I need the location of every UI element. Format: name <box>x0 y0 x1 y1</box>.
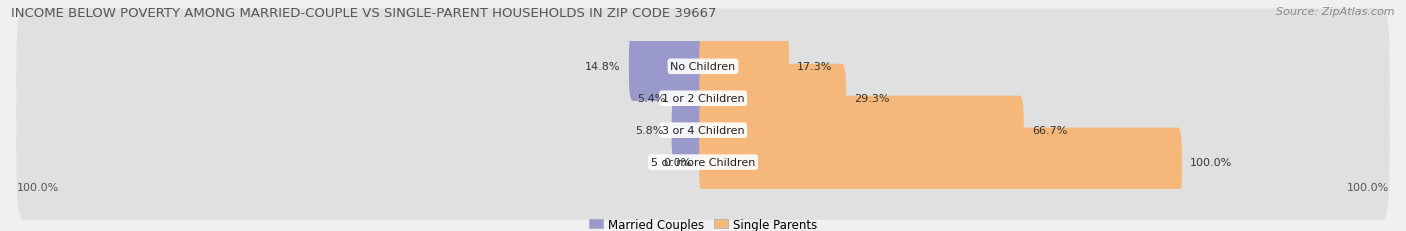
Text: 66.7%: 66.7% <box>1032 126 1067 136</box>
FancyBboxPatch shape <box>699 128 1182 197</box>
FancyBboxPatch shape <box>628 33 707 101</box>
Text: 5.4%: 5.4% <box>637 94 665 104</box>
FancyBboxPatch shape <box>672 96 707 165</box>
FancyBboxPatch shape <box>17 41 1389 156</box>
FancyBboxPatch shape <box>699 64 846 133</box>
Text: 5.8%: 5.8% <box>636 126 664 136</box>
Text: 100.0%: 100.0% <box>1347 182 1389 192</box>
Text: 1 or 2 Children: 1 or 2 Children <box>662 94 744 104</box>
Text: 100.0%: 100.0% <box>1189 157 1232 167</box>
Text: 0.0%: 0.0% <box>662 157 692 167</box>
Text: 100.0%: 100.0% <box>17 182 59 192</box>
Text: 3 or 4 Children: 3 or 4 Children <box>662 126 744 136</box>
Text: 5 or more Children: 5 or more Children <box>651 157 755 167</box>
FancyBboxPatch shape <box>17 9 1389 125</box>
FancyBboxPatch shape <box>17 105 1389 220</box>
FancyBboxPatch shape <box>17 73 1389 188</box>
FancyBboxPatch shape <box>673 64 707 133</box>
Text: No Children: No Children <box>671 62 735 72</box>
Text: 29.3%: 29.3% <box>853 94 890 104</box>
Text: Source: ZipAtlas.com: Source: ZipAtlas.com <box>1277 7 1395 17</box>
Text: INCOME BELOW POVERTY AMONG MARRIED-COUPLE VS SINGLE-PARENT HOUSEHOLDS IN ZIP COD: INCOME BELOW POVERTY AMONG MARRIED-COUPL… <box>11 7 717 20</box>
FancyBboxPatch shape <box>699 96 1024 165</box>
Text: 17.3%: 17.3% <box>797 62 832 72</box>
Legend: Married Couples, Single Parents: Married Couples, Single Parents <box>585 213 821 231</box>
Text: 14.8%: 14.8% <box>585 62 621 72</box>
FancyBboxPatch shape <box>699 33 789 101</box>
